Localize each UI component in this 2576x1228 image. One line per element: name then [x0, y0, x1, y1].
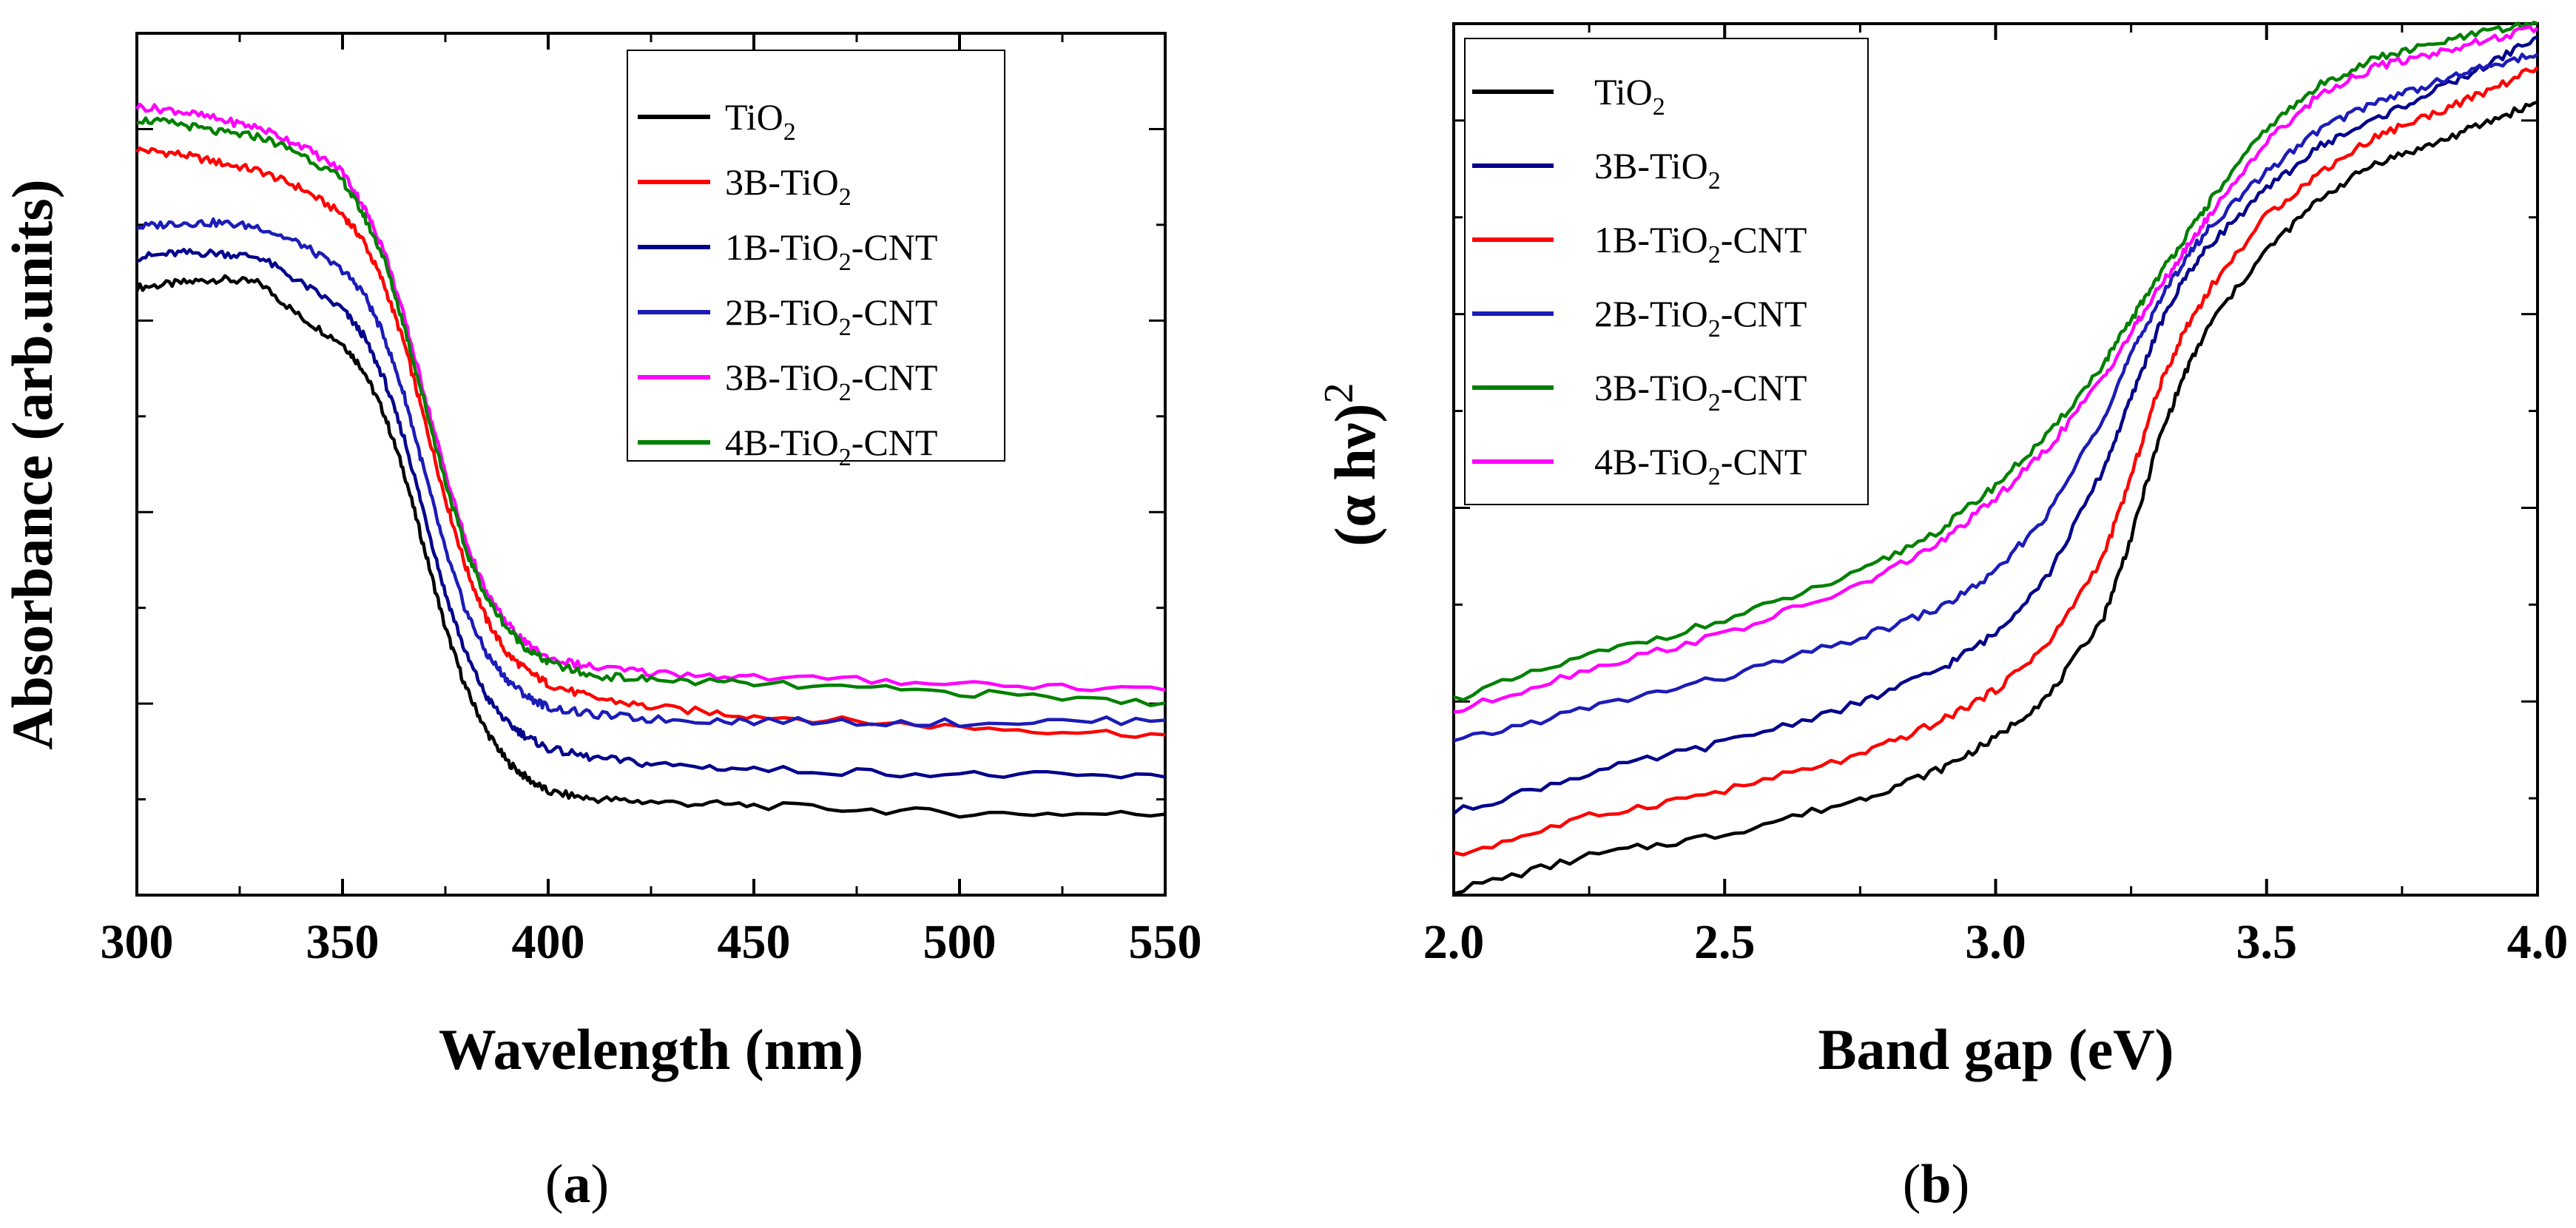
panel-b-y-axis-title: (α hν)2	[1316, 382, 1387, 546]
panel-b-y-axis-title-main: (α hν)	[1323, 403, 1387, 546]
panel-a-legend-label-4b-tio2-cnt: 4B-TiO2-CNT	[725, 422, 937, 471]
panel-a-x-tick-label: 450	[718, 915, 791, 969]
panel-a-series-2b-tio2-cnt	[135, 217, 1166, 729]
panel-a-series	[135, 102, 1166, 819]
panel-b-series-3b-tio2	[1452, 35, 2538, 815]
panel-b-x-tick-label: 3.0	[1965, 915, 2026, 969]
panel-a-y-axis-title: Absorbance (arb.units)	[0, 179, 64, 749]
panel-b: 2.0 2.5 3.0 3.5 4.0 Band gap (eV) (α hν)2 Ti…	[1316, 21, 2569, 1215]
panel-b-y-axis-title-sup: 2	[1316, 382, 1362, 403]
panel-b-ticks	[1452, 24, 2539, 895]
panel-a-x-tick-label: 500	[923, 915, 997, 969]
panel-a-legend: TiO2 3B-TiO2 1B-TiO2-CNT 2B-TiO2-CNT 3B-TiO2…	[627, 50, 1005, 471]
panel-b-legend-label-2b-tio2-cnt: 2B-TiO2-CNT	[1594, 293, 1807, 343]
panel-a-series-3b-tio2	[135, 146, 1166, 739]
panel-a-caption: (a)	[545, 1154, 609, 1215]
panel-b-series-tio2	[1453, 100, 2538, 896]
panel-b-legend-label-1b-tio2-cnt: 1B-TiO2-CNT	[1594, 219, 1807, 269]
panel-b-legend-label-4b-tio2-cnt: 4B-TiO2-CNT	[1594, 441, 1807, 490]
panel-b-series-1b-tio2-cnt	[1453, 66, 2539, 857]
panel-a-legend-label-3b-tio2: 3B-TiO2	[725, 161, 852, 211]
panel-b-legend-label-3b-tio2: 3B-TiO2	[1594, 145, 1721, 195]
panel-b-x-tick-label: 2.0	[1423, 915, 1485, 969]
panel-a-series-4b-tio2-cnt	[136, 116, 1166, 708]
panel-a-series-tio2	[135, 274, 1166, 819]
panel-a-ticks	[135, 33, 1167, 895]
panel-b-x-axis-title: Band gap (eV)	[1818, 1017, 2174, 1082]
panel-a-legend-label-2b-tio2-cnt: 2B-TiO2-CNT	[725, 291, 937, 341]
panel-b-series-3b-tio2-cnt	[1453, 21, 2538, 702]
panel-a-x-tick-label: 300	[101, 915, 174, 969]
panel-a-x-tick-label: 350	[306, 915, 380, 969]
panel-a-legend-label-1b-tio2-cnt: 1B-TiO2-CNT	[725, 226, 937, 276]
panel-b-legend: TiO2 3B-TiO2 1B-TiO2-CNT 2B-TiO2-CNT 3B-TiO2…	[1464, 38, 1869, 505]
panel-a-tick-labels: 300 350 400 450 500 550	[101, 915, 1202, 969]
panel-b-x-tick-label: 4.0	[2507, 915, 2569, 969]
panel-a-legend-label-3b-tio2-cnt: 3B-TiO2-CNT	[725, 357, 937, 406]
panel-a-x-tick-label: 400	[512, 915, 585, 969]
panel-a-series-1b-tio2-cnt	[136, 248, 1166, 780]
panel-a-series-3b-tio2-cnt	[135, 102, 1166, 692]
panel-b-legend-label-3b-tio2-cnt: 3B-TiO2-CNT	[1594, 367, 1807, 416]
panel-a: 300 350 400 450 500 550 Wavelength (nm) Absor…	[0, 32, 1202, 1215]
panel-b-series-2b-tio2-cnt	[1453, 53, 2539, 743]
panel-b-legend-box	[1464, 38, 1869, 505]
panel-a-x-tick-label: 550	[1129, 915, 1202, 969]
panel-a-legend-label-tio2: TiO2	[725, 96, 796, 146]
panel-b-tick-labels: 2.0 2.5 3.0 3.5 4.0	[1423, 915, 2569, 969]
panel-b-legend-label-tio2: TiO2	[1594, 71, 1665, 121]
panel-b-x-tick-label: 2.5	[1694, 915, 1756, 969]
panel-b-series-4b-tio2-cnt	[1453, 24, 2539, 715]
panel-b-caption: (b)	[1903, 1154, 1969, 1215]
panel-b-x-tick-label: 3.5	[2236, 915, 2298, 969]
panel-a-x-axis-title: Wavelength (nm)	[439, 1017, 863, 1082]
panel-b-series	[1452, 21, 2539, 896]
